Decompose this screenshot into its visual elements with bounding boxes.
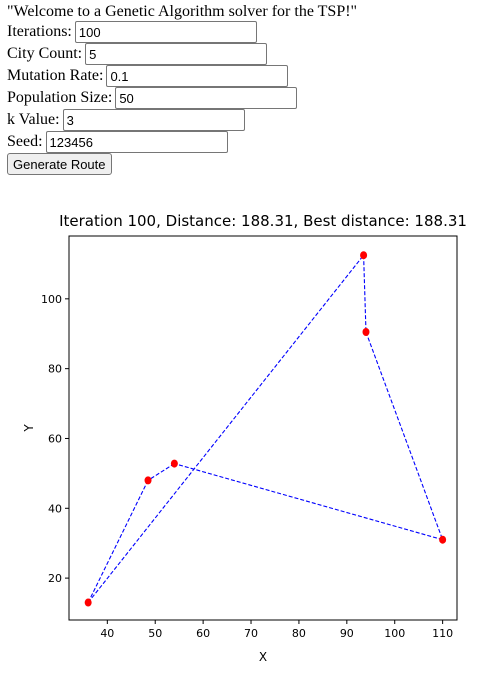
y-tick-label: 60 bbox=[48, 432, 62, 445]
city-count-input[interactable] bbox=[85, 43, 268, 65]
city-count-row: City Count: bbox=[7, 43, 268, 65]
city-point bbox=[84, 598, 92, 607]
generate-route-button[interactable]: Generate Route bbox=[7, 153, 112, 175]
x-tick-label: 70 bbox=[244, 627, 258, 640]
route-chart: Iteration 100, Distance: 188.31, Best di… bbox=[22, 212, 467, 664]
chart-title: Iteration 100, Distance: 188.31, Best di… bbox=[59, 212, 467, 230]
k-value-label: k Value: bbox=[7, 111, 60, 128]
mutation-rate-input[interactable] bbox=[106, 65, 289, 87]
x-axis: 40 50 60 70 80 90 100 110 bbox=[100, 620, 453, 640]
x-tick-label: 100 bbox=[384, 627, 405, 640]
city-count-label: City Count: bbox=[7, 45, 83, 62]
city-point bbox=[362, 328, 370, 336]
city-point bbox=[360, 251, 368, 260]
route-segment bbox=[87, 254, 365, 603]
population-size-input[interactable] bbox=[115, 87, 298, 109]
route-segment bbox=[147, 463, 175, 481]
k-value-input[interactable] bbox=[62, 109, 245, 131]
y-axis-label: Y bbox=[22, 424, 36, 433]
welcome-text: "Welcome to a Genetic Algorithm solver f… bbox=[7, 3, 358, 20]
mutation-rate-label: Mutation Rate: bbox=[7, 67, 104, 84]
x-tick-label: 90 bbox=[340, 627, 354, 640]
population-size-label: Population Size: bbox=[7, 89, 113, 106]
x-tick-label: 50 bbox=[148, 627, 162, 640]
route-segment bbox=[87, 480, 149, 603]
mutation-rate-row: Mutation Rate: bbox=[7, 65, 289, 87]
city-point bbox=[170, 459, 178, 468]
city-point bbox=[439, 535, 447, 544]
x-axis-label: X bbox=[259, 650, 267, 664]
route-lines bbox=[87, 254, 444, 603]
route-segment bbox=[365, 331, 444, 540]
x-tick-label: 80 bbox=[292, 627, 306, 640]
x-tick-label: 60 bbox=[196, 627, 210, 640]
iterations-input[interactable] bbox=[74, 21, 257, 43]
seed-input[interactable] bbox=[45, 131, 228, 153]
seed-row: Seed: bbox=[7, 131, 228, 153]
y-tick-label: 80 bbox=[48, 363, 62, 376]
route-segment bbox=[363, 255, 367, 333]
x-tick-label: 40 bbox=[100, 627, 114, 640]
iterations-row: Iterations: bbox=[7, 21, 257, 43]
iterations-label: Iterations: bbox=[7, 23, 72, 40]
y-tick-label: 40 bbox=[48, 502, 62, 515]
plot-frame bbox=[68, 235, 458, 621]
seed-label: Seed: bbox=[7, 133, 43, 150]
y-tick-label: 100 bbox=[41, 293, 62, 306]
city-point bbox=[144, 476, 152, 485]
x-tick-label: 110 bbox=[432, 627, 453, 640]
route-segment bbox=[174, 463, 443, 541]
city-points bbox=[84, 251, 447, 607]
y-axis: 20 40 60 80 100 bbox=[41, 293, 69, 585]
y-tick-label: 20 bbox=[48, 572, 62, 585]
k-value-row: k Value: bbox=[7, 109, 245, 131]
population-size-row: Population Size: bbox=[7, 87, 298, 109]
